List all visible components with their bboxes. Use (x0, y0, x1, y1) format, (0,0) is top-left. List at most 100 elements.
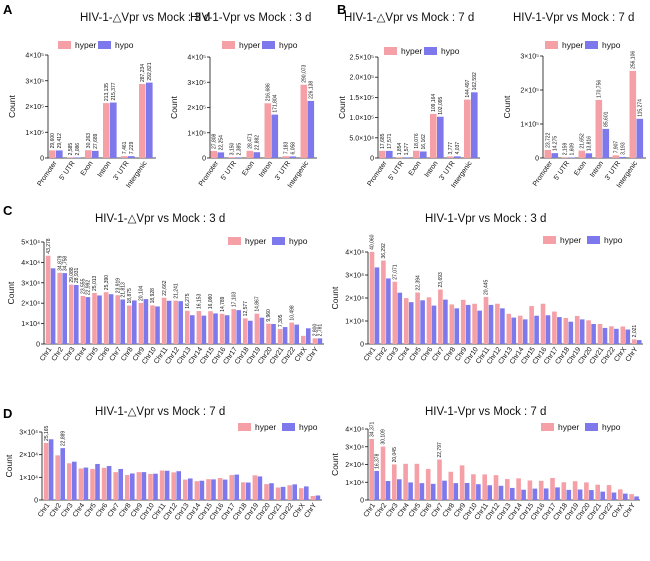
y-tick-label: 4×10⁵ (187, 55, 206, 62)
legend-swatch-hyper (543, 236, 556, 244)
data-label: 22,992 (86, 280, 92, 296)
bar-hyper-chr4 (403, 298, 409, 344)
data-label: 2,086 (75, 143, 81, 156)
data-label: 28,931 (74, 267, 80, 283)
legend-swatch-hypo (587, 236, 600, 244)
data-label: 22,889 (60, 431, 66, 447)
bar-hypo-chr8 (454, 308, 460, 344)
legend-swatch-hyper (541, 423, 554, 431)
data-label: 17,571 (387, 133, 393, 149)
x-tick-label: Exon (573, 160, 588, 177)
bar-hyper-chr12 (495, 303, 500, 344)
bar-hypo-5utr (235, 157, 243, 158)
bar-hyper-chr3 (392, 281, 398, 344)
panel-letter-d: D (3, 406, 12, 421)
data-label: 23,555 (81, 278, 87, 294)
legend-swatch-hyper (222, 41, 235, 49)
bar-hyper-5utr (67, 157, 74, 158)
bar-hyper-chr1 (45, 255, 51, 344)
bar-hyper-chrx (299, 488, 304, 500)
legend-label-hyper: hyper (562, 40, 583, 50)
bar-hyper-chr18 (563, 318, 569, 344)
data-label: 25,165 (44, 425, 50, 441)
chart-d: HIV-1-△Vpr vs Mock : 7 d 0 1×10⁴ 2×10⁴ 3×10⁴… (4, 406, 322, 522)
bar-hypo-chr19 (259, 317, 265, 344)
data-label: 27,808 (212, 133, 218, 149)
bar-hypo-promoter (56, 150, 63, 158)
bar-hypo-chrx (625, 329, 631, 344)
bar-hyper-chr3 (67, 463, 72, 500)
y-tick-label: 2.0×10⁵ (349, 75, 374, 82)
bar-hypo-chr9 (465, 304, 471, 344)
bar-hyper-chrx (618, 489, 623, 500)
bar-hypo-5utr (568, 157, 576, 158)
bar-hypo-chr16 (543, 488, 549, 500)
data-label: 3,777 (448, 142, 454, 155)
bar-hyper-chr21 (595, 484, 600, 500)
data-label: 27,071 (393, 264, 399, 280)
chart-title: HIV-1-△Vpr vs Mock : 3 d (80, 12, 210, 24)
x-tick-label: Promoter (532, 160, 555, 188)
y-tick-label: 1×10⁵ (520, 122, 539, 129)
data-label: 25,390 (104, 275, 110, 291)
bar-hypo-exon (92, 150, 99, 158)
bar-hypo-chr10 (153, 473, 158, 500)
bar-hypo-chr2 (62, 273, 67, 344)
legend-label-hypo: hypo (604, 235, 623, 245)
bar-hypo-chr3 (397, 479, 402, 500)
data-label: 16,162 (421, 134, 427, 150)
legend-label-hyper: hyper (239, 40, 260, 50)
bar-hyper-chr17 (231, 309, 236, 344)
y-tick-label: 1×10⁴ (345, 480, 364, 487)
bar-hypo-chr7 (443, 299, 448, 344)
data-label: 14,789 (220, 296, 226, 312)
y-tick-label: 4×10⁴ (345, 427, 364, 434)
data-label: 22,394 (415, 275, 421, 291)
y-tick-label: 2.5×10⁵ (349, 55, 374, 62)
bar-hypo-chr21 (602, 327, 608, 344)
bar-hyper-chr9 (460, 299, 466, 344)
x-tick-label: ChrY (622, 502, 637, 519)
data-label: 21,813 (120, 282, 126, 298)
bar-hyper-intergenic (464, 99, 471, 158)
y-tick-label: 2×10⁴ (21, 301, 40, 308)
data-label: 30,109 (381, 429, 387, 445)
bar-hypo-exon (253, 152, 261, 158)
data-label: 109,164 (431, 94, 437, 112)
bar-hyper-chr5 (90, 468, 95, 500)
data-label: 290,073 (302, 64, 308, 82)
bar-hyper-chr16 (217, 478, 223, 500)
bar-hypo-chr2 (386, 278, 391, 344)
x-tick-label: Intron (258, 160, 274, 179)
bar-hyper-chr1 (369, 438, 374, 500)
bar-hyper-chr8 (448, 471, 454, 500)
chart-title: HIV-1-△Vpr vs Mock : 7 d (95, 406, 225, 418)
bar-hyper-chr14 (516, 478, 521, 500)
bar-hypo-chr15 (532, 488, 538, 500)
data-label: 18,875 (127, 288, 133, 304)
data-label: 2,781 (318, 324, 324, 337)
bar-hyper-chr9 (459, 465, 465, 500)
bar-hyper-chr1 (43, 442, 49, 500)
bar-hyper-intron (430, 113, 437, 158)
bar-hypo-chr22 (614, 328, 619, 344)
data-label: 7,229 (129, 141, 135, 154)
bar-hyper-chr1 (369, 251, 375, 344)
y-tick-label: 5×10⁴ (21, 240, 40, 247)
data-label: 3,193 (621, 142, 627, 155)
bar-hypo-chr4 (85, 297, 91, 344)
y-tick-label: 4×10⁴ (21, 260, 40, 267)
bar-hyper-chr14 (517, 315, 523, 344)
bar-hyper-chr19 (254, 313, 260, 344)
x-tick-label: 3' UTR (274, 160, 292, 182)
data-label: 34,758 (62, 256, 68, 272)
bar-hypo-chr11 (487, 485, 492, 500)
data-label: 226,138 (309, 81, 315, 99)
bar-hyper-chr18 (243, 318, 248, 344)
bar-hypo-chr7 (120, 299, 125, 344)
bar-hyper-3utr (282, 156, 290, 158)
bar-hypo-chr3 (72, 461, 77, 500)
bar-hypo-intergenic (146, 82, 153, 158)
legend-label-hypo: hypo (602, 40, 621, 50)
bar-hypo-chr2 (385, 481, 391, 500)
